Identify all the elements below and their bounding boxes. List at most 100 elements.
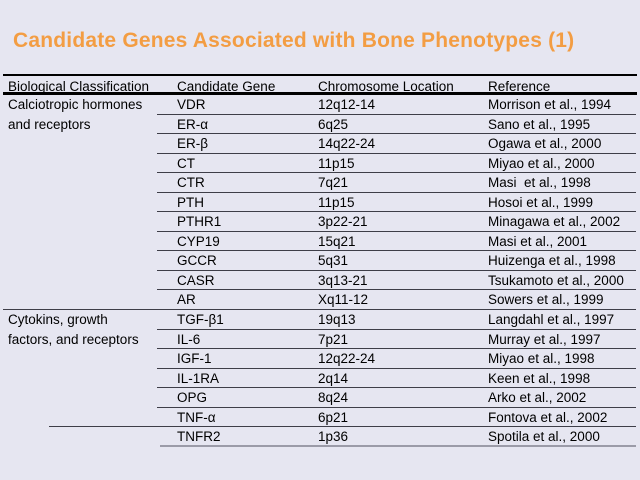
table-row: CT 11p15 Miyao et al., 2000: [3, 154, 637, 174]
cell-reference: Masi et al., 2001: [488, 233, 588, 249]
cell-reference: Langdahl et al., 1997: [488, 312, 615, 328]
row-separator-line: [157, 269, 636, 271]
cell-gene: IL-6: [177, 331, 201, 347]
cell-location: 14q22-24: [318, 136, 376, 152]
cell-reference: Minagawa et al., 2002: [488, 214, 621, 230]
cell-location: 3p22-21: [318, 214, 368, 230]
table-row: TNF-α 6p21 Fontova et al., 2002: [3, 408, 637, 428]
cell-reference: Miyao et al., 2000: [488, 155, 595, 171]
row-separator-line: [157, 387, 636, 389]
cell-location: 1p36: [318, 429, 349, 445]
cell-location: 8q24: [318, 390, 349, 406]
cell-reference: Morrison et al., 1994: [488, 97, 612, 112]
cell-location: 6q25: [318, 116, 349, 132]
cell-reference: Keen et al., 1998: [488, 370, 591, 386]
table-row: PTHR1 3p22-21 Minagawa et al., 2002: [3, 212, 637, 232]
row-separator-line: [157, 348, 636, 350]
cell-reference: Tsukamoto et al., 2000: [488, 272, 624, 288]
gene-table: Biological Classification Candidate Gene…: [3, 74, 637, 447]
table-row: CYP19 15q21 Masi et al., 2001: [3, 232, 637, 252]
cell-location: 12q12-14: [318, 97, 376, 112]
table-row: OPG 8q24 Arko et al., 2002: [3, 388, 637, 408]
cell-location: 2q14: [318, 370, 349, 386]
row-separator-line: [3, 309, 636, 311]
table-row: and receptors ER-α 6q25 Sano et al., 1995: [3, 115, 637, 135]
cell-location: 7p21: [318, 331, 349, 347]
cell-gene: ER-β: [177, 136, 209, 152]
cell-reference: Sano et al., 1995: [488, 116, 591, 132]
cell-classification: Calciotropic hormones: [8, 97, 143, 112]
cell-gene: TNFR2: [177, 429, 221, 445]
row-separator-line: [157, 133, 636, 135]
row-separator-line: [157, 172, 636, 174]
cell-gene: AR: [177, 292, 196, 308]
row-separator-line: [157, 113, 636, 115]
cell-classification: and receptors: [8, 116, 91, 132]
cell-reference: Murray et al., 1997: [488, 331, 601, 347]
cell-reference: Huizenga et al., 1998: [488, 253, 616, 269]
row-separator-line: [157, 289, 636, 291]
slide-title: Candidate Genes Associated with Bone Phe…: [13, 29, 575, 52]
cell-reference: Sowers et al., 1999: [488, 292, 604, 308]
header-biological-classification: Biological Classification: [8, 79, 150, 94]
row-separator-line: [157, 406, 636, 408]
cell-location: 11p15: [318, 194, 355, 210]
cell-gene: TGF-β1: [177, 312, 224, 328]
cell-location: Xq11-12: [318, 292, 369, 308]
cell-location: 19q13: [318, 312, 356, 328]
cell-gene: CT: [177, 155, 195, 171]
cell-location: 6p21: [318, 409, 349, 425]
cell-reference: Hosoi et al., 1999: [488, 194, 594, 210]
cell-gene: IL-1RA: [177, 370, 220, 386]
cell-gene: CASR: [177, 272, 215, 288]
table-row: ER-β 14q22-24 Ogawa et al., 2000: [3, 134, 637, 154]
row-separator-line: [157, 328, 636, 330]
row-separator-line: [157, 230, 636, 232]
cell-classification: factors, and receptors: [8, 331, 139, 347]
table-row: GCCR 5q31 Huizenga et al., 1998: [3, 251, 637, 271]
cell-reference: Miyao et al., 1998: [488, 351, 595, 367]
row-separator-line: [157, 211, 636, 213]
table-row: factors, and receptors IL-6 7p21 Murray et …: [3, 330, 637, 350]
table-body: Calciotropic hormones VDR 12q12-14 Morrison…: [3, 95, 637, 447]
row-separator-line: [49, 426, 636, 428]
table-row: AR Xq11-12 Sowers et al., 1999: [3, 290, 637, 311]
cell-gene: ER-α: [177, 116, 209, 132]
cell-gene: PTH: [177, 194, 204, 210]
header-reference: Reference: [488, 79, 551, 94]
cell-gene: GCCR: [177, 253, 217, 269]
cell-location: 7q21: [318, 175, 349, 191]
cell-gene: CTR: [177, 175, 205, 191]
table-row: TNFR2 1p36 Spotila et al., 2000: [3, 427, 637, 447]
table-row: Calciotropic hormones VDR 12q12-14 Morrison…: [3, 95, 637, 115]
table-row: PTH 11p15 Hosoi et al., 1999: [3, 193, 637, 213]
cell-location: 5q31: [318, 253, 349, 269]
table-row: IGF-1 12q22-24 Miyao et al., 1998: [3, 349, 637, 369]
row-separator-line: [157, 191, 636, 193]
cell-gene: VDR: [177, 97, 206, 112]
cell-gene: IGF-1: [177, 351, 212, 367]
cell-location: 12q22-24: [318, 351, 376, 367]
cell-location: 15q21: [318, 233, 356, 249]
cell-reference: Masi et al., 1998: [488, 175, 591, 191]
header-candidate-gene: Candidate Gene: [177, 79, 276, 94]
table-row: Cytokins, growth TGF-β1 19q13 Langdahl et a…: [3, 310, 637, 330]
cell-reference: Arko et al., 2002: [488, 390, 587, 406]
cell-location: 3q13-21: [318, 272, 368, 288]
cell-location: 11p15: [318, 155, 355, 171]
table-row: IL-1RA 2q14 Keen et al., 1998: [3, 369, 637, 389]
cell-reference: Spotila et al., 2000: [488, 429, 600, 445]
table-header-row: Biological Classification Candidate Gene…: [3, 74, 637, 95]
row-separator-line: [157, 152, 636, 154]
cell-reference: Fontova et al., 2002: [488, 409, 608, 425]
table-row: CTR 7q21 Masi et al., 1998: [3, 173, 637, 193]
cell-classification: Cytokins, growth: [8, 312, 108, 328]
cell-gene: CYP19: [177, 233, 220, 249]
cell-gene: PTHR1: [177, 214, 222, 230]
cell-gene: TNF-α: [177, 409, 216, 425]
table-row: CASR 3q13-21 Tsukamoto et al., 2000: [3, 271, 637, 291]
cell-gene: OPG: [177, 390, 208, 406]
row-separator-line: [157, 367, 636, 369]
header-chromosome-location: Chromosome Location: [318, 79, 454, 94]
